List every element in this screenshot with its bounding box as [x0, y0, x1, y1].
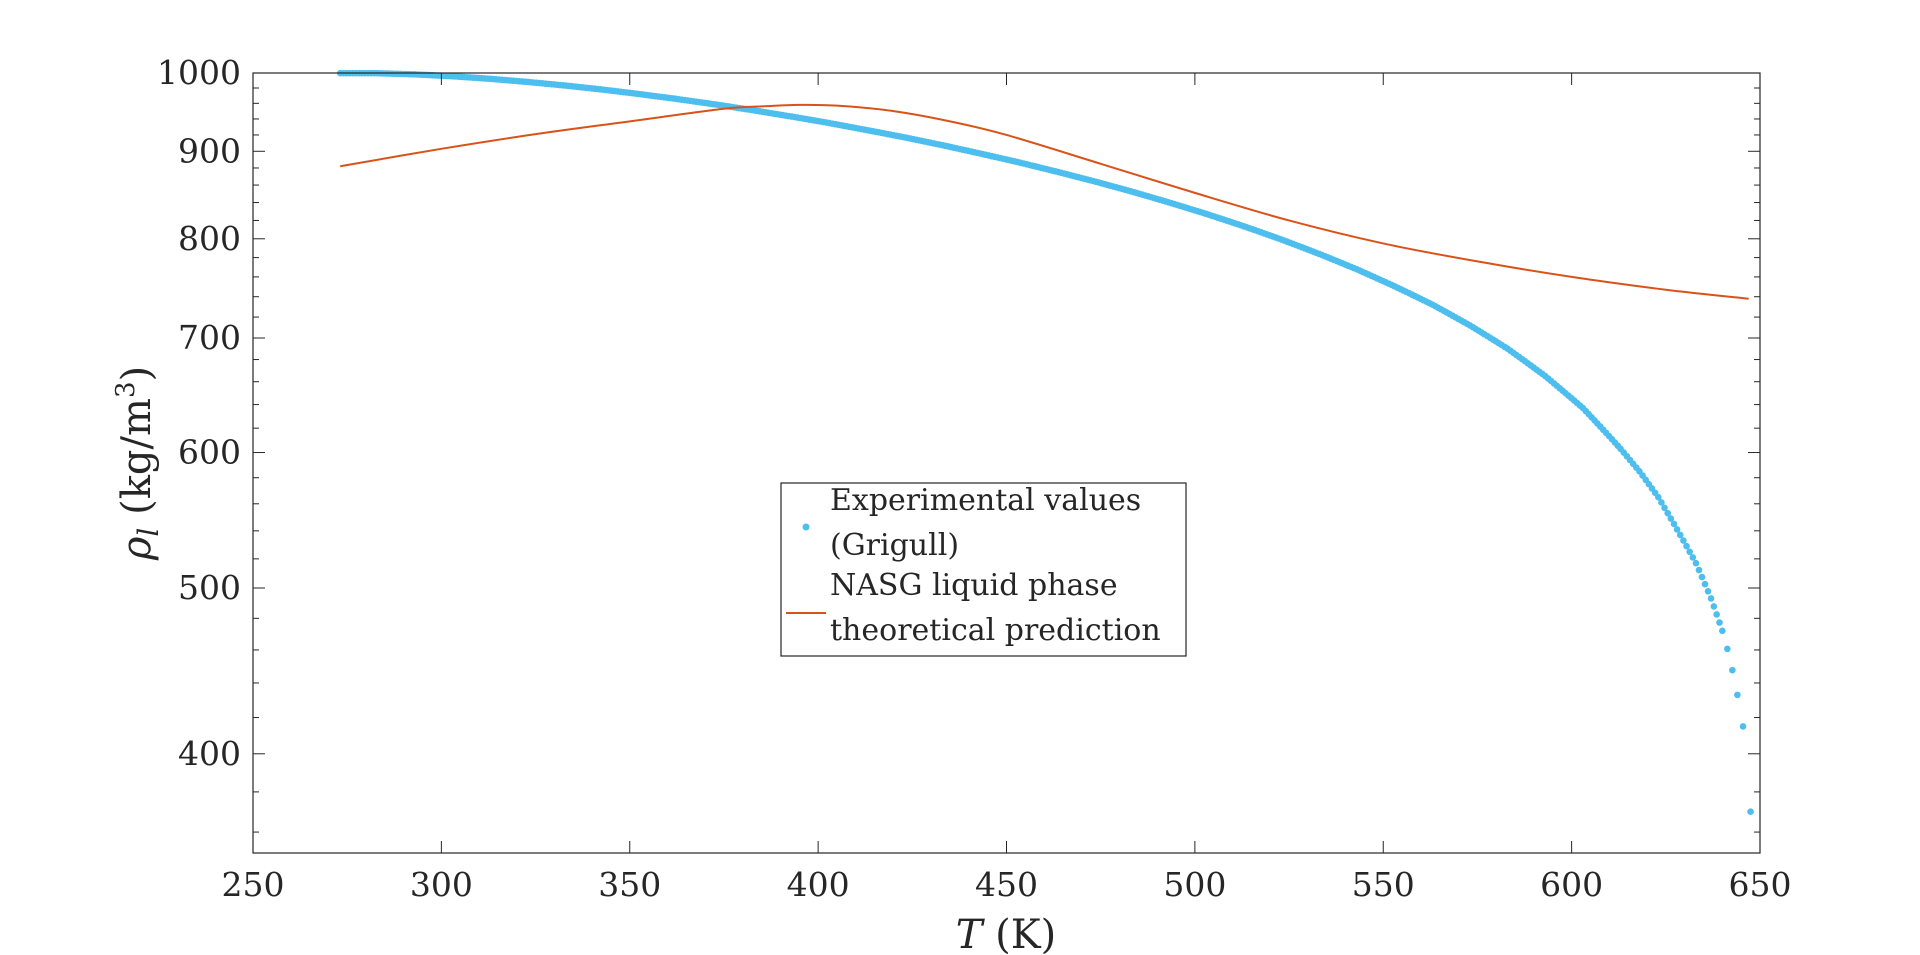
x-tick-label: 250	[222, 865, 285, 904]
experimental-point	[1710, 603, 1718, 610]
x-tick-label: 550	[1352, 865, 1415, 904]
experimental-point	[1670, 520, 1678, 528]
x-axis-label: T (K)	[956, 912, 1057, 955]
experimental-point	[1658, 499, 1665, 506]
experimental-point	[1692, 559, 1700, 567]
x-tick-label: 650	[1729, 865, 1792, 904]
experimental-point	[1667, 515, 1675, 522]
y-tick-label: 800	[178, 219, 241, 258]
experimental-point	[1734, 691, 1741, 699]
experimental-point	[1724, 645, 1731, 653]
legend-box	[780, 482, 1187, 657]
experimental-point	[1664, 509, 1671, 517]
nasg-curve	[340, 103, 1749, 300]
line-series	[340, 103, 1749, 300]
scatter-series	[336, 69, 1754, 816]
experimental-point	[1729, 666, 1736, 674]
legend-label-experimental-line1: Experimental values	[830, 483, 1141, 518]
experimental-point	[1716, 619, 1723, 626]
x-tick-label: 400	[787, 865, 850, 904]
experimental-point	[1689, 554, 1697, 561]
x-tick-label: 450	[975, 865, 1038, 904]
legend: Experimental values (Grigull) NASG liqui…	[780, 482, 1187, 657]
axis-ticks: 250 300 350 400 450 500 550 600 650 400 500 600 700 8…	[157, 53, 1791, 904]
legend-label-experimental-line2: (Grigull)	[830, 528, 959, 563]
experimental-point	[1701, 580, 1709, 588]
x-tick-label: 600	[1540, 865, 1603, 904]
experimental-point	[1713, 611, 1720, 618]
experimental-point	[1654, 493, 1662, 501]
experimental-point	[1695, 566, 1703, 574]
experimental-point	[1680, 537, 1687, 544]
experimental-point	[1683, 542, 1690, 550]
y-tick-label: 900	[178, 131, 241, 170]
x-tick-label: 500	[1163, 865, 1226, 904]
plot-frame	[252, 72, 1761, 854]
experimental-point	[1747, 808, 1754, 816]
y-tick-label: 1000	[157, 53, 241, 92]
experimental-point	[1704, 587, 1712, 595]
experimental-point	[1739, 723, 1747, 730]
legend-marker-experimental	[802, 523, 810, 531]
experimental-point	[1719, 627, 1726, 635]
plot-area	[253, 73, 1760, 853]
experimental-point	[1673, 526, 1681, 533]
y-axis-label: ρl (kg/m3)	[111, 366, 165, 561]
experimental-point	[1698, 573, 1706, 581]
experimental-point	[1676, 531, 1684, 539]
x-tick-label: 300	[410, 865, 473, 904]
experimental-point	[1661, 504, 1668, 512]
experimental-point	[1686, 548, 1693, 556]
experimental-point	[1707, 595, 1715, 602]
y-tick-label: 600	[178, 433, 241, 472]
legend-label-nasg-line2: theoretical prediction	[830, 613, 1161, 648]
y-tick-label: 400	[178, 734, 241, 773]
y-tick-label: 700	[178, 318, 241, 357]
y-tick-label: 500	[178, 568, 241, 607]
x-tick-label: 350	[598, 865, 661, 904]
legend-label-nasg-line1: NASG liquid phase	[830, 568, 1118, 603]
